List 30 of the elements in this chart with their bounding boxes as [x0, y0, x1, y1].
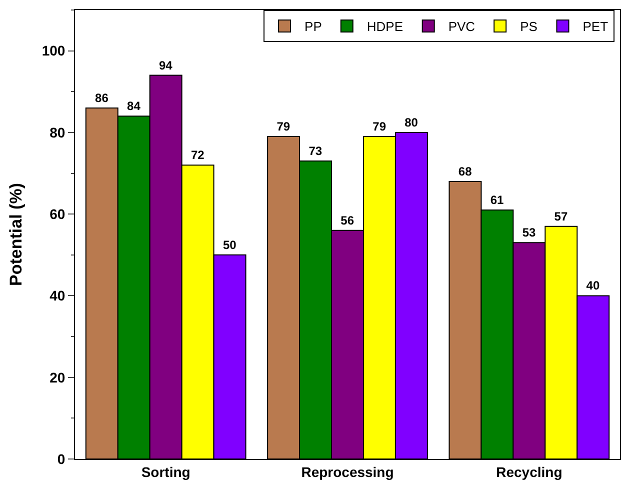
y-axis-title: Potential (%): [6, 183, 26, 286]
x-tick-label: Sorting: [141, 464, 190, 480]
legend-label: HDPE: [366, 19, 404, 34]
data-label: 53: [522, 226, 536, 240]
data-label: 73: [308, 144, 322, 158]
y-tick-label: 20: [50, 369, 66, 386]
data-label: 57: [554, 209, 568, 224]
legend-label: PET: [582, 19, 608, 34]
legend-label: PS: [520, 19, 538, 34]
x-tick-label: Recycling: [496, 464, 562, 480]
legend-label: PVC: [448, 19, 476, 34]
data-label: 86: [95, 90, 109, 105]
data-label: 40: [586, 278, 600, 293]
data-label: 79: [276, 120, 290, 134]
data-label: 80: [404, 115, 418, 130]
y-tick-label: 100: [42, 42, 66, 59]
data-label: 84: [127, 99, 141, 114]
data-label: 72: [190, 148, 205, 162]
data-label: 79: [372, 120, 386, 134]
y-tick-label: 0: [57, 450, 66, 467]
data-label: 94: [159, 58, 173, 72]
data-label: 68: [458, 164, 472, 178]
data-label: 61: [490, 193, 504, 208]
data-label: 50: [222, 238, 237, 252]
y-tick-label: 80: [50, 124, 66, 140]
legend-label: PP: [304, 19, 322, 34]
x-tick-label: Reprocessing: [301, 464, 394, 480]
data-label: 56: [340, 213, 354, 228]
y-tick-label: 60: [50, 206, 66, 222]
y-tick-label: 40: [50, 288, 66, 304]
